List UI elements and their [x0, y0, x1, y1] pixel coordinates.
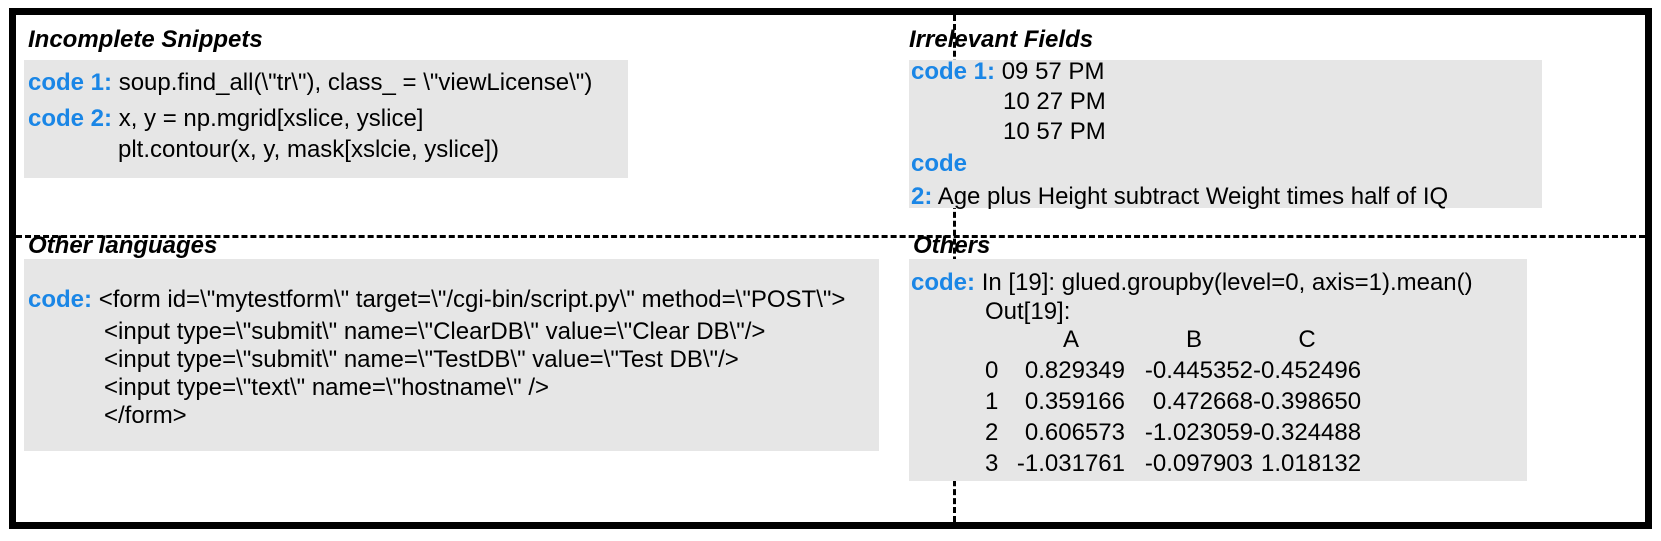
- horizontal-divider: [16, 235, 1645, 238]
- code-box: [909, 60, 1542, 208]
- table-row: 1 0.359166 0.472668 -0.398650: [985, 386, 1361, 417]
- code-line: <input type=\"submit\" name=\"ClearDB\" …: [104, 318, 766, 345]
- code-line: <input type=\"text\" name=\"hostname\" /…: [104, 374, 550, 401]
- code-line: 10 27 PM: [1003, 88, 1106, 115]
- table-cell: 0: [985, 356, 999, 384]
- table-cell: 0.359166: [1024, 387, 1125, 415]
- code-label: code 1:: [28, 69, 113, 96]
- table-cell: -0.452496: [1253, 356, 1362, 384]
- table-cell: -0.445352: [1144, 356, 1253, 384]
- code-box: [24, 60, 628, 178]
- code-line: plt.contour(x, y, mask[xslcie, yslice]): [118, 136, 499, 163]
- table-cell: -0.324488: [1253, 418, 1362, 446]
- code-line: </form>: [104, 402, 187, 429]
- table-cell: 3: [985, 449, 999, 477]
- code-label: code:: [911, 269, 976, 296]
- table-cell: 2: [985, 418, 999, 446]
- code-line: <input type=\"submit\" name=\"TestDB\" v…: [104, 346, 739, 373]
- code-line: code 1: soup.find_all(\"tr\"), class_ = …: [28, 71, 592, 95]
- code-line: code: <form id=\"mytestform\" target=\"/…: [28, 288, 845, 312]
- code-text: x, y = np.mgrid[xslice, yslice]: [118, 105, 424, 132]
- table-row: 3 -1.031761 -0.097903 1.018132: [985, 448, 1361, 479]
- table-row: 2 0.606573 -1.023059 -0.324488: [985, 417, 1361, 448]
- table-header-cell: C: [1298, 325, 1316, 353]
- panel-title: Other languages: [28, 232, 218, 259]
- code-label: code: [911, 150, 968, 177]
- code-label: code 1:: [911, 58, 996, 85]
- code-text: 09 57 PM: [1001, 58, 1105, 85]
- table-header-row: A B C: [985, 324, 1361, 355]
- code-label: code 2:: [28, 105, 113, 132]
- code-text: soup.find_all(\"tr\"), class_ = \"viewLi…: [118, 69, 593, 96]
- code-label: code:: [28, 286, 93, 313]
- panel-title: Incomplete Snippets: [28, 26, 263, 53]
- table-cell: 0.606573: [1024, 418, 1125, 446]
- panel-title: Irrelevant Fields: [909, 26, 1094, 53]
- table-cell: 0.472668: [1152, 387, 1253, 415]
- code-line: 10 57 PM: [1003, 118, 1106, 145]
- table-cell: -1.023059: [1144, 418, 1253, 446]
- table-cell: -0.398650: [1253, 387, 1362, 415]
- code-box: [24, 259, 879, 451]
- code-label: 2:: [911, 183, 933, 210]
- table-header-cell: A: [1062, 325, 1079, 353]
- code-line: code: In [19]: glued.groupby(level=0, ax…: [911, 271, 1473, 295]
- table-cell: 1: [985, 387, 999, 415]
- code-text: Age plus Height subtract Weight times ha…: [937, 183, 1449, 210]
- code-text: <form id=\"mytestform\" target=\"/cgi-bi…: [98, 286, 846, 313]
- code-line: code 1: 09 57 PM: [911, 60, 1104, 84]
- table-cell: -0.097903: [1144, 449, 1253, 477]
- code-text: In [19]: glued.groupby(level=0, axis=1).…: [981, 269, 1473, 296]
- code-box: [909, 259, 1527, 481]
- dataframe-output-table: A B C 0 0.829349 -0.445352 -0.452496 1 0…: [985, 324, 1361, 479]
- table-cell: 1.018132: [1260, 449, 1362, 477]
- table-cell: -1.031761: [1016, 449, 1125, 477]
- table-row: 0 0.829349 -0.445352 -0.452496: [985, 355, 1361, 386]
- figure-frame: Incomplete Snippets code 1: soup.find_al…: [9, 8, 1652, 529]
- table-cell: 0.829349: [1024, 356, 1125, 384]
- code-line: 2: Age plus Height subtract Weight times…: [911, 185, 1448, 209]
- code-line: code 2: x, y = np.mgrid[xslice, yslice]: [28, 107, 423, 131]
- panel-title: Others: [913, 232, 991, 259]
- code-line: Out[19]:: [985, 298, 1071, 325]
- table-header-cell: B: [1185, 325, 1202, 353]
